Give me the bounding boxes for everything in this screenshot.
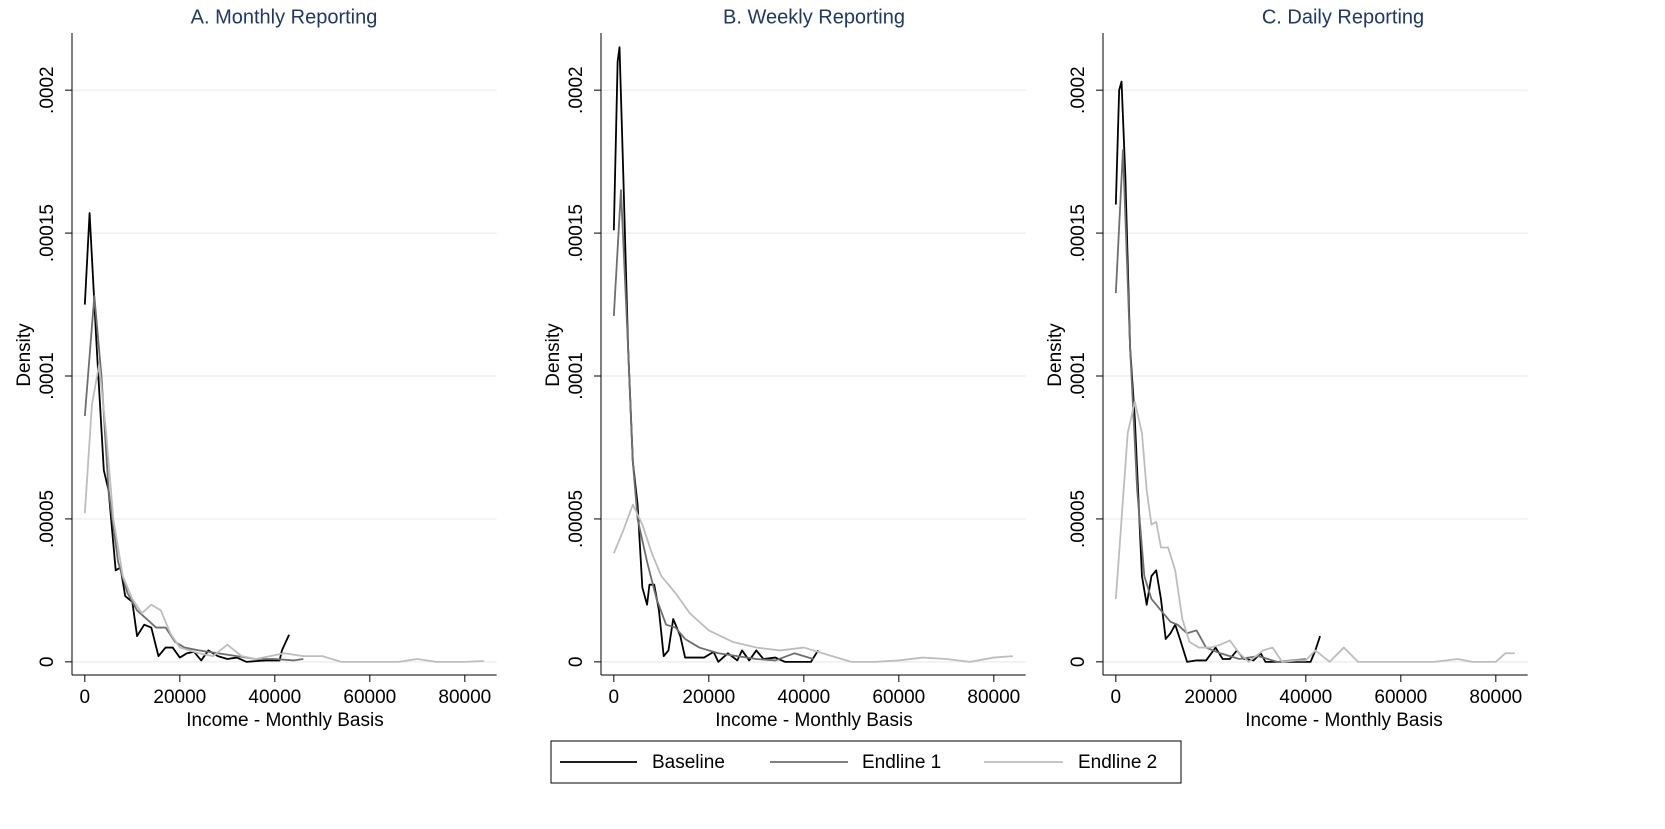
density-line [1114,400,1515,663]
density-line [612,503,1013,663]
y-tick-label: 0 [37,657,58,668]
density-line [612,189,814,662]
y-tick-label: .0002 [1068,66,1089,114]
x-tick-label: 80000 [438,687,491,708]
y-tick-label: .00015 [1068,204,1089,262]
y-tick-label: .00005 [1068,490,1089,548]
legend-label: Endline 1 [862,752,941,773]
legend-label: Endline 2 [1078,752,1157,773]
density-line [1114,80,1321,663]
y-tick-label: .00005 [37,490,58,548]
legend-label: Baseline [652,752,725,773]
x-axis-label: Income - Monthly Basis [715,710,912,731]
x-tick-label: 20000 [153,687,206,708]
x-tick-label: 80000 [967,687,1020,708]
legend-box [550,740,1182,784]
density-line [612,46,819,663]
panel-title: C. Daily Reporting [1262,6,1424,28]
y-tick-label: .0001 [566,352,587,400]
x-tick-label: 0 [609,687,620,708]
panel-title: B. Weekly Reporting [723,6,905,28]
y-tick-label: .0001 [1068,352,1089,400]
x-tick-label: 60000 [1374,687,1427,708]
density-line [83,212,290,663]
x-axis-label: Income - Monthly Basis [186,710,383,731]
y-tick-label: .00015 [37,204,58,262]
x-axis-label: Income - Monthly Basis [1245,710,1442,731]
density-line [1114,149,1306,663]
y-tick-label: .00005 [566,490,587,548]
x-tick-label: 60000 [343,687,396,708]
y-tick-label: .0001 [37,352,58,400]
y-axis-label: Density [14,323,35,387]
y-tick-label: 0 [1068,657,1089,668]
y-axis-label: Density [1045,323,1066,387]
y-tick-label: 0 [566,657,587,668]
x-tick-label: 20000 [1184,687,1237,708]
density-line [83,363,484,663]
y-tick-label: .00015 [566,204,587,262]
density-line [83,295,304,662]
y-tick-label: .0002 [566,66,587,114]
x-tick-label: 80000 [1469,687,1522,708]
x-tick-label: 0 [1111,687,1122,708]
x-tick-label: 40000 [248,687,301,708]
x-tick-label: 60000 [872,687,925,708]
y-tick-label: .0002 [37,66,58,114]
x-tick-label: 40000 [777,687,830,708]
y-axis-label: Density [543,323,564,387]
x-tick-label: 40000 [1279,687,1332,708]
x-tick-label: 0 [80,687,91,708]
x-tick-label: 20000 [682,687,735,708]
panel-title: A. Monthly Reporting [191,6,378,28]
